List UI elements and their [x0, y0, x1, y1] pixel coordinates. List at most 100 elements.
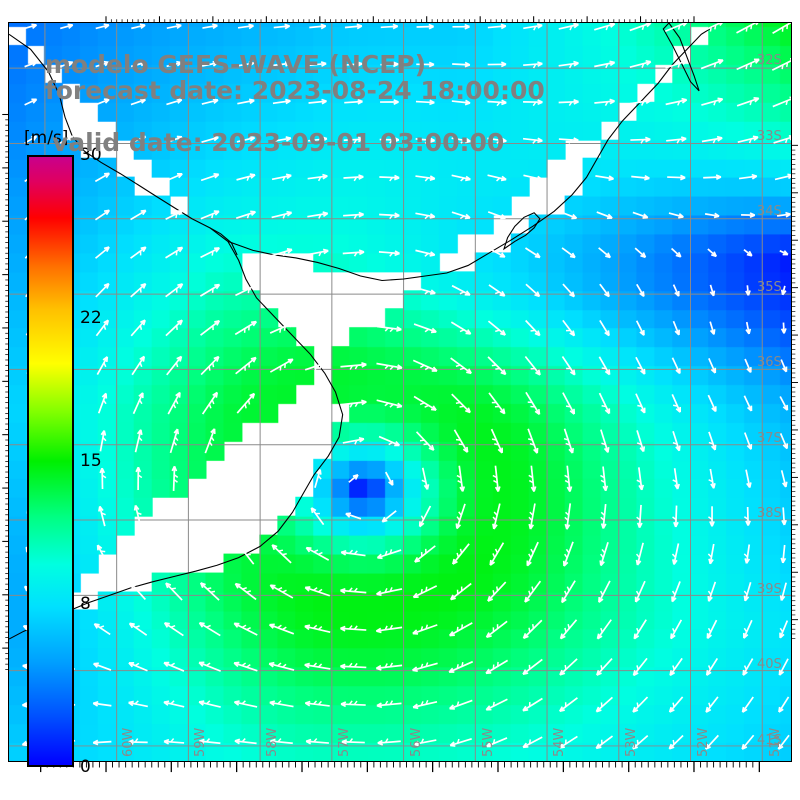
wind-arrow: [272, 136, 292, 143]
wind-arrow: [379, 212, 400, 220]
wind-arrow: [634, 247, 647, 259]
wind-arrow: [701, 135, 723, 144]
wind-arrow: [736, 58, 760, 71]
wind-arrow: [595, 696, 613, 713]
wind-arrow: [414, 286, 436, 295]
wind-arrow: [308, 61, 327, 67]
colorbar: [27, 155, 74, 767]
wind-arrow: [743, 506, 751, 526]
wind-arrow: [236, 173, 256, 181]
wind-arrow: [664, 23, 688, 33]
wind-arrow: [486, 737, 508, 748]
wind-arrow: [600, 466, 609, 492]
wind-arrow: [522, 697, 543, 712]
wind-arrow: [633, 619, 647, 640]
wind-arrow: [201, 98, 219, 105]
wind-arrow: [163, 700, 185, 708]
wind-arrow: [169, 428, 180, 454]
wind-arrow: [777, 734, 790, 750]
wind-arrow: [485, 659, 509, 675]
wind-arrow: [237, 542, 255, 565]
wind-arrow: [165, 582, 183, 601]
colorbar-tick-8: 8: [80, 593, 91, 614]
wind-arrow: [342, 249, 365, 257]
wind-arrow: [671, 543, 680, 565]
wind-arrow: [632, 211, 649, 219]
wind-arrow: [234, 738, 257, 745]
wind-arrow: [130, 209, 147, 221]
wind-arrow: [308, 136, 328, 144]
wind-arrow: [778, 658, 789, 676]
wind-arrow: [743, 432, 753, 450]
wind-arrow: [376, 587, 403, 597]
wind-arrow: [98, 505, 106, 527]
wind-arrow: [134, 429, 143, 453]
colorbar-tick-30: 30: [80, 145, 102, 165]
wind-arrow: [564, 465, 573, 492]
wind-arrow: [594, 60, 616, 69]
wind-arrow: [165, 135, 183, 144]
wind-arrow: [415, 137, 436, 144]
wind-arrow: [559, 697, 578, 713]
wind-arrow: [237, 60, 255, 67]
wind-arrow: [561, 356, 576, 376]
wind-arrow: [487, 61, 507, 68]
wind-arrow: [779, 396, 789, 411]
wind-arrow: [708, 468, 716, 489]
wind-arrow: [304, 624, 331, 633]
wind-arrow: [233, 700, 258, 708]
wind-arrow: [779, 432, 788, 450]
wind-arrow: [97, 392, 108, 414]
wind-arrow: [524, 580, 542, 603]
wind-arrow: [736, 97, 760, 107]
wind-arrow: [672, 430, 681, 452]
wind-arrow: [629, 59, 652, 69]
wind-arrow: [166, 60, 183, 68]
wind-arrow: [488, 284, 506, 297]
wind-arrow: [307, 211, 329, 219]
wind-arrow: [776, 211, 791, 218]
wind-arrow: [743, 582, 752, 602]
wind-arrow: [487, 211, 507, 220]
wind-arrow: [343, 211, 364, 219]
wind-arrow: [779, 582, 787, 601]
wind-arrow: [380, 23, 399, 30]
wind-arrow: [413, 738, 437, 747]
wind-arrow: [700, 59, 724, 70]
wind-arrow: [269, 358, 294, 373]
wind-arrow: [709, 321, 716, 335]
wind-arrow: [596, 619, 612, 640]
wind-arrow: [487, 320, 506, 336]
wind-direction-arrows: [21, 23, 791, 750]
wind-arrow: [235, 284, 257, 297]
wind-arrow: [743, 544, 751, 564]
wind-arrow: [456, 465, 466, 492]
wind-arrow: [450, 357, 472, 375]
wind-arrow: [522, 658, 543, 676]
wind-arrow: [562, 392, 576, 415]
wind-arrow: [163, 661, 185, 672]
wind-arrow: [527, 428, 539, 454]
wind-arrow: [304, 360, 331, 371]
wind-arrow: [305, 738, 329, 745]
wind-arrow: [558, 23, 579, 31]
wind-arrow: [133, 504, 142, 528]
wind-arrow: [708, 358, 717, 374]
wind-arrow: [452, 23, 470, 30]
wind-arrow: [523, 23, 543, 31]
wind-arrow: [416, 23, 434, 30]
wind-arrow: [204, 428, 216, 454]
wind-arrow: [595, 735, 614, 750]
wind-arrow: [163, 738, 185, 745]
axis-ticks-right: [792, 144, 798, 639]
wind-arrow: [233, 661, 258, 672]
wind-arrow: [130, 135, 147, 144]
wind-arrow: [132, 392, 144, 415]
wind-arrow: [24, 135, 38, 144]
wind-arrow: [599, 283, 610, 298]
wind-arrow: [703, 174, 722, 181]
wind-arrow: [93, 623, 111, 636]
wind-arrow: [237, 23, 254, 30]
wind-arrow: [772, 23, 791, 35]
